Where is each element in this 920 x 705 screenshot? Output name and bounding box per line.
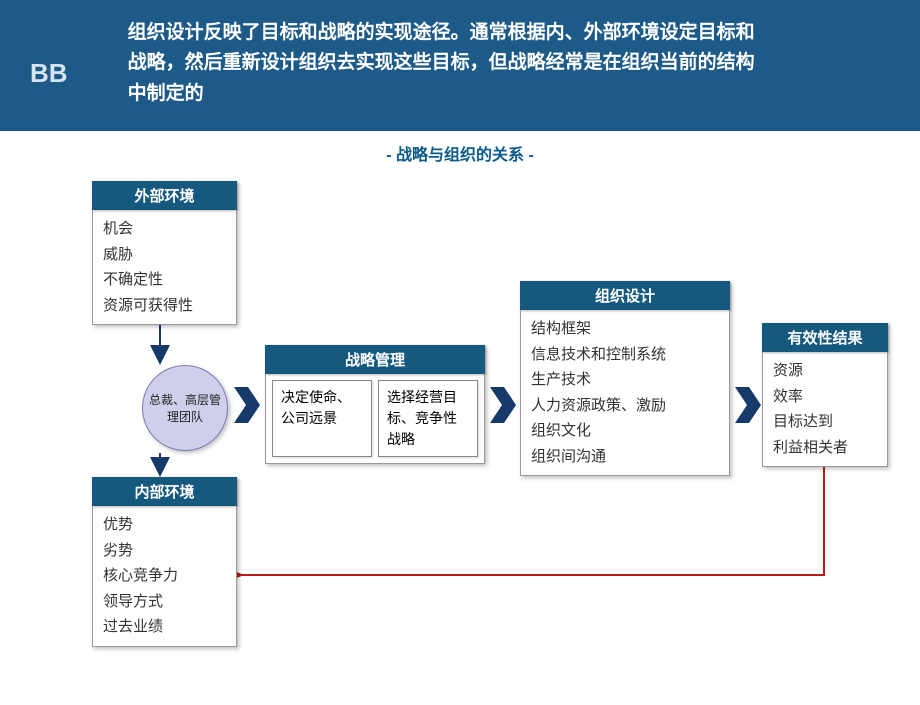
- box-strategy_mgmt: 战略管理决定使命、公司远景选择经营目标、竞争性战略: [265, 345, 485, 464]
- management-circle: 总裁、高层管理团队: [142, 365, 228, 451]
- chevron-arrow-icon: [490, 387, 516, 423]
- diagram-subtitle: - 战略与组织的关系 -: [0, 141, 920, 165]
- box-item: 资源: [773, 358, 877, 384]
- box-org_design: 组织设计结构框架信息技术和控制系统生产技术人力资源政策、激励组织文化组织间沟通: [520, 281, 730, 476]
- chevron-arrow-icon: [234, 387, 260, 423]
- box-title: 外部环境: [92, 181, 237, 210]
- box-item: 领导方式: [103, 589, 226, 615]
- box-item: 利益相关者: [773, 435, 877, 461]
- box-item: 威胁: [103, 242, 226, 268]
- box-item: 机会: [103, 216, 226, 242]
- box-body: 机会威胁不确定性资源可获得性: [92, 210, 237, 325]
- circle-label: 总裁、高层管理团队: [143, 391, 227, 425]
- feedback-arrow-icon: [240, 461, 824, 575]
- box-item: 效率: [773, 384, 877, 410]
- sub-box: 选择经营目标、竞争性战略: [378, 380, 478, 457]
- box-title: 内部环境: [92, 477, 237, 506]
- box-item: 不确定性: [103, 267, 226, 293]
- box-item: 信息技术和控制系统: [531, 342, 719, 368]
- box-title: 战略管理: [265, 345, 485, 374]
- box-item: 过去业绩: [103, 614, 226, 640]
- header-banner: BB 组织设计反映了目标和战略的实现途径。通常根据内、外部环境设定目标和战略，然…: [0, 0, 920, 131]
- box-item: 劣势: [103, 538, 226, 564]
- header-description: 组织设计反映了目标和战略的实现途径。通常根据内、外部环境设定目标和战略，然后重新…: [128, 18, 768, 109]
- box-item: 组织文化: [531, 418, 719, 444]
- box-title: 有效性结果: [762, 323, 888, 352]
- logo-text: BB: [30, 58, 68, 89]
- box-item: 生产技术: [531, 367, 719, 393]
- box-item: 资源可获得性: [103, 293, 226, 319]
- sub-boxes: 决定使命、公司远景选择经营目标、竞争性战略: [265, 374, 485, 464]
- box-item: 结构框架: [531, 316, 719, 342]
- box-item: 优势: [103, 512, 226, 538]
- flow-diagram: 外部环境机会威胁不确定性资源可获得性内部环境优势劣势核心竞争力领导方式过去业绩战…: [0, 165, 920, 705]
- box-title: 组织设计: [520, 281, 730, 310]
- box-item: 人力资源政策、激励: [531, 393, 719, 419]
- box-item: 组织间沟通: [531, 444, 719, 470]
- box-external_env: 外部环境机会威胁不确定性资源可获得性: [92, 181, 237, 325]
- chevron-arrow-icon: [735, 387, 761, 423]
- box-effectiveness: 有效性结果资源效率目标达到利益相关者: [762, 323, 888, 467]
- box-body: 优势劣势核心竞争力领导方式过去业绩: [92, 506, 237, 647]
- box-item: 目标达到: [773, 409, 877, 435]
- box-item: 核心竞争力: [103, 563, 226, 589]
- box-body: 资源效率目标达到利益相关者: [762, 352, 888, 467]
- box-body: 结构框架信息技术和控制系统生产技术人力资源政策、激励组织文化组织间沟通: [520, 310, 730, 476]
- sub-box: 决定使命、公司远景: [272, 380, 372, 457]
- box-internal_env: 内部环境优势劣势核心竞争力领导方式过去业绩: [92, 477, 237, 647]
